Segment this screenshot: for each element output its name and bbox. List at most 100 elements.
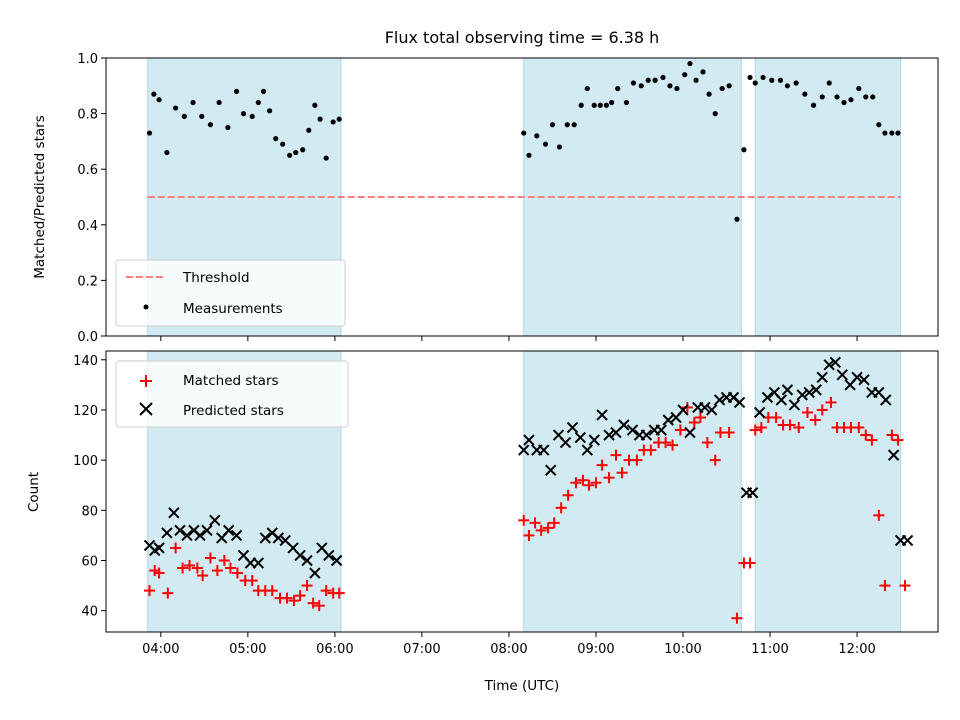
- predicted-point: [626, 424, 639, 436]
- predicted-point: [677, 404, 689, 416]
- matched-point: [555, 502, 567, 514]
- matched-legend-icon: [140, 375, 152, 387]
- measurement-point: [603, 102, 610, 108]
- measurement-point: [225, 124, 231, 131]
- measurement-point: [312, 102, 318, 108]
- measurements-legend-label: Measurements: [183, 301, 283, 317]
- measurement-point: [623, 99, 630, 106]
- measurement-point: [280, 141, 286, 147]
- measurement-point: [834, 94, 840, 100]
- matched-point: [631, 454, 643, 466]
- measurements-series: [146, 60, 901, 222]
- predicted-point: [618, 419, 630, 431]
- matched-point: [211, 565, 223, 577]
- matched-point: [523, 529, 535, 541]
- predicted-point: [201, 524, 213, 537]
- predicted-point: [523, 434, 535, 446]
- matched-point: [562, 489, 574, 501]
- matched-point: [535, 524, 547, 536]
- top-legend-box: [115, 259, 346, 327]
- predicted-point: [796, 389, 808, 401]
- matched-point: [616, 467, 628, 479]
- matched-point: [688, 417, 700, 429]
- measurement-point: [151, 91, 157, 97]
- matched-point: [548, 517, 560, 529]
- matched-point: [892, 434, 904, 446]
- predicted-point: [816, 371, 828, 384]
- predicted-point: [574, 431, 587, 444]
- measurement-point: [784, 83, 791, 89]
- predicted-point: [259, 532, 271, 544]
- measurement-point: [630, 80, 636, 86]
- bottom-legend: Matched stars Predicted stars: [115, 360, 349, 428]
- predicted-point: [194, 529, 206, 542]
- chart-title: Flux total observing time = 6.38 h: [385, 28, 660, 47]
- measurement-point: [336, 116, 342, 122]
- predicted-point: [323, 549, 335, 562]
- measurement-point: [712, 111, 718, 117]
- predicted-point: [655, 424, 667, 436]
- measurement-point: [856, 85, 862, 92]
- measurement-point: [564, 122, 570, 128]
- matched-point: [899, 580, 911, 592]
- bottom-y-tick-label: 60: [81, 554, 98, 569]
- matched-point: [603, 472, 615, 484]
- matched-point: [674, 424, 686, 436]
- measurement-point: [173, 105, 179, 111]
- matched-point: [873, 509, 885, 521]
- top-y-axis-label: Matched/Predicted stars: [32, 115, 48, 278]
- bottom-y-tick-label: 80: [81, 504, 98, 519]
- measurement-point: [752, 80, 758, 86]
- x-tick-label: 12:00: [838, 642, 875, 657]
- predicted-point: [858, 374, 870, 386]
- measurement-point: [734, 216, 740, 222]
- predicted-point: [733, 396, 746, 409]
- measurement-point: [700, 69, 706, 75]
- predicted-point: [153, 542, 165, 554]
- matched-point: [231, 567, 243, 579]
- matched-point: [570, 477, 582, 489]
- matched-point: [645, 444, 657, 456]
- predicted-point: [161, 527, 173, 539]
- measurement-point: [741, 147, 747, 153]
- matched-point: [162, 587, 174, 599]
- measurement-point: [674, 85, 680, 92]
- top-y-tick-label: 0.2: [77, 274, 98, 289]
- measurement-point: [777, 77, 784, 83]
- x-tick-label: 07:00: [403, 642, 440, 657]
- matched-point: [177, 562, 189, 574]
- matched-point: [793, 422, 805, 434]
- measurement-point: [793, 80, 799, 86]
- predicted-point: [788, 399, 801, 411]
- matched-point: [731, 612, 743, 624]
- predicted-point: [559, 436, 572, 449]
- measurement-point: [895, 130, 901, 136]
- matched-point: [153, 567, 165, 579]
- predicted-point: [309, 567, 321, 579]
- measurement-point: [876, 122, 882, 128]
- bottom-panel: 40 60 80 100 120 140 04:00 05:00 06:00 07:00 08:0…: [26, 350, 939, 694]
- predicted-point: [566, 421, 579, 434]
- bottom-y-tick-label: 40: [81, 605, 98, 620]
- predicted-point: [603, 429, 615, 441]
- measurement-point: [556, 144, 563, 150]
- measurement-point: [233, 88, 240, 94]
- count-series: [143, 356, 914, 624]
- matched-point: [755, 422, 767, 434]
- measurement-point: [300, 147, 306, 153]
- matched-point: [301, 580, 313, 592]
- measurement-point: [693, 77, 699, 83]
- measurement-point: [249, 113, 255, 119]
- measurement-point: [578, 102, 584, 108]
- matched-point: [307, 597, 319, 609]
- x-tick-label: 09:00: [577, 642, 614, 657]
- matched-point: [518, 514, 530, 526]
- matched-point: [294, 590, 306, 602]
- matched-point: [744, 557, 756, 569]
- matched-point: [681, 401, 693, 413]
- bottom-legend-box: [115, 360, 349, 428]
- measurement-point: [747, 74, 753, 81]
- matched-point: [860, 429, 872, 441]
- bottom-x-axis: 04:00 05:00 06:00 07:00 08:00 09:00 10:00 11:00…: [142, 632, 876, 657]
- matched-point: [853, 422, 865, 434]
